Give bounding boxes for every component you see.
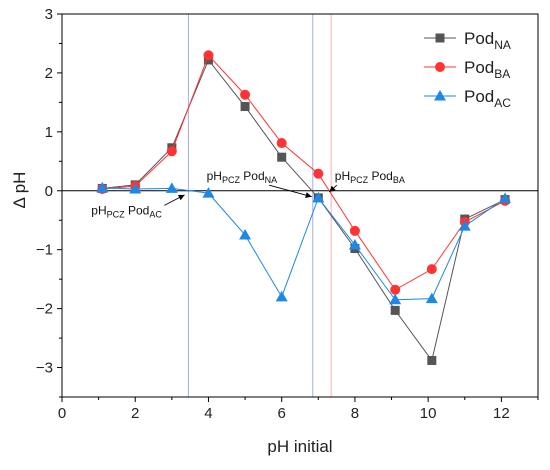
series-line-na <box>102 58 506 362</box>
data-point-ac-9 <box>389 293 402 305</box>
data-point-ba-6 <box>276 138 287 149</box>
annotation-arrow-line <box>269 184 312 198</box>
data-point-ac-2 <box>129 183 142 194</box>
annotation-na: pHPCZ PodNA <box>207 169 312 198</box>
series-line-ba <box>102 54 506 291</box>
x-tick-label: 10 <box>420 405 437 422</box>
data-point-ac-1 <box>96 181 109 193</box>
x-axis-title: pH initial <box>267 437 332 456</box>
y-tick-label: −3 <box>36 360 53 377</box>
x-tick-label: 12 <box>493 405 510 422</box>
legend-item-ba: PodBA <box>424 58 510 81</box>
data-point-ba-4 <box>203 50 214 61</box>
annotation-ba: pHPCZ PodBA <box>328 169 405 193</box>
legend-marker <box>435 33 445 43</box>
data-point-ba-9 <box>390 284 401 295</box>
data-point-na-6 <box>277 152 287 162</box>
data-point-ac-4 <box>202 187 215 198</box>
data-point-ac-5 <box>239 228 252 240</box>
y-tick-label: 3 <box>45 6 53 23</box>
annotation-label: pHPCZ PodNA <box>207 169 278 185</box>
annotation-arrow-head <box>305 192 312 198</box>
data-point-ac-6 <box>275 290 288 302</box>
legend: PodNA PodBA PodAC <box>424 29 511 110</box>
legend-item-ac: PodAC <box>424 87 511 110</box>
data-point-ba-10 <box>426 264 437 275</box>
annotation-label: pHPCZ PodAC <box>91 203 162 219</box>
x-tick-label: 2 <box>131 405 139 422</box>
annotations: pHPCZ PodAC pHPCZ PodNA pHPCZ PodBA <box>91 169 405 219</box>
data-point-ac-11 <box>458 220 471 231</box>
y-tick-label: −1 <box>36 242 53 259</box>
series-line-ac <box>102 187 506 301</box>
data-point-ac-10 <box>425 292 438 304</box>
data-point-ba-8 <box>349 225 360 236</box>
x-tick-label: 6 <box>278 405 286 422</box>
legend-item-na: PodNA <box>424 29 511 52</box>
data-point-ba-3 <box>166 146 177 157</box>
x-tick-label: 8 <box>351 405 359 422</box>
data-point-na-10 <box>427 355 437 365</box>
legend-label: PodNA <box>464 29 511 52</box>
series-layer <box>96 50 512 365</box>
legend-label: PodAC <box>464 87 511 110</box>
annotation-label: pHPCZ PodBA <box>335 169 405 185</box>
plot-frame <box>61 13 539 398</box>
x-tick-label: 0 <box>58 405 66 422</box>
reference-lines <box>187 14 332 397</box>
legend-marker <box>434 90 446 101</box>
y-tick-label: 2 <box>45 65 53 82</box>
data-point-na-9 <box>390 305 400 315</box>
x-tick-label: 4 <box>204 405 212 422</box>
data-point-ba-7 <box>313 168 324 179</box>
data-point-ac-12 <box>499 192 512 203</box>
annotation-arrow-head <box>177 194 185 201</box>
y-tick-label: 0 <box>45 183 53 200</box>
data-point-ac-8 <box>348 238 361 250</box>
series-ba <box>97 50 511 295</box>
data-point-na-5 <box>240 102 250 112</box>
y-tick-label: 1 <box>45 124 53 141</box>
data-point-ac-7 <box>312 191 325 203</box>
legend-label: PodBA <box>464 58 510 81</box>
data-point-ba-5 <box>240 89 251 100</box>
y-tick-label: −2 <box>36 301 53 318</box>
series-ac <box>96 181 512 305</box>
legend-marker <box>435 62 445 72</box>
data-point-ac-3 <box>165 182 178 193</box>
annotation-arrow-head <box>329 185 336 192</box>
annotation-ac: pHPCZ PodAC <box>91 194 185 219</box>
y-axis-title: Δ pH <box>10 172 29 209</box>
